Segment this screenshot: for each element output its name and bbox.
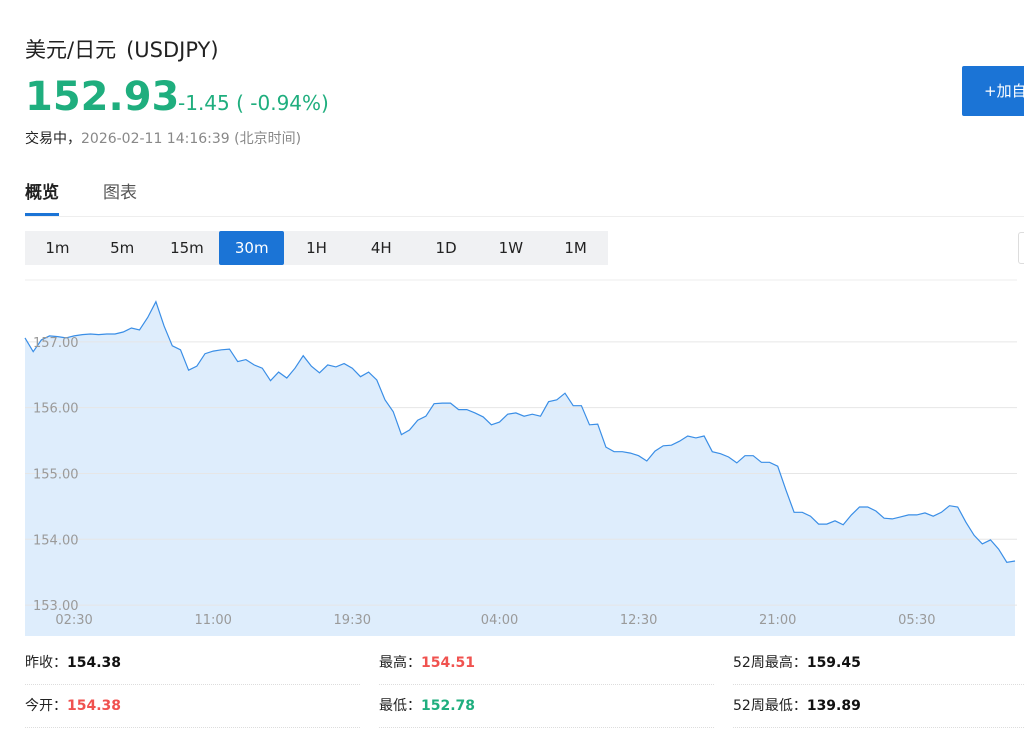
- stat: 最低：152.78: [379, 685, 714, 728]
- stat: 今开：154.38: [25, 685, 360, 728]
- stat: 最高：154.51: [379, 642, 714, 685]
- y-tick-label: 154.00: [33, 533, 79, 548]
- stat-value: 154.51: [421, 655, 476, 671]
- period-button[interactable]: 4H: [370, 239, 392, 257]
- price-line: [24, 300, 1016, 563]
- stat: 52周最高：159.45: [733, 642, 1024, 685]
- x-tick-label: 05:30: [898, 613, 935, 628]
- pair-code: (USDJPY): [126, 38, 219, 62]
- stat-value: 139.89: [806, 698, 861, 714]
- x-tick-label: 21:00: [759, 613, 796, 628]
- tabs: 概览 图表: [25, 178, 181, 216]
- title: 美元/日元 (USDJPY): [25, 34, 219, 64]
- y-tick-label: 153.00: [33, 599, 79, 614]
- stat-value: 154.38: [67, 698, 122, 714]
- area: [25, 301, 1015, 636]
- period-button[interactable]: 15m: [170, 239, 204, 257]
- price-change: -1.45 ( -0.94%): [178, 91, 329, 115]
- period-button[interactable]: 30m: [219, 231, 285, 265]
- price: 152.93: [25, 74, 180, 120]
- y-tick-label: 156.00: [33, 402, 79, 417]
- tab[interactable]: 概览: [25, 178, 59, 216]
- x-tick-label: 04:00: [481, 613, 518, 628]
- stat-value: 159.45: [806, 655, 861, 671]
- stat-label: 今开：: [25, 698, 67, 714]
- stat: 昨收：154.38: [25, 642, 360, 685]
- period-selector: 1m 5m 15m 30m 1H 4H 1D 1W 1M: [25, 231, 608, 265]
- trade-status: 交易中，: [25, 131, 81, 147]
- period-button[interactable]: 1W: [498, 239, 524, 257]
- y-tick-label: 157.00: [33, 336, 79, 351]
- period-button[interactable]: 1M: [564, 239, 587, 257]
- status: 交易中，2026-02-11 14:16:39 (北京时间): [25, 128, 301, 148]
- stat-label: 最高：: [379, 655, 421, 671]
- timestamp: 2026-02-11 14:16:39 (北京时间): [81, 131, 302, 147]
- add-watchlist-button[interactable]: +加自: [962, 66, 1024, 116]
- x-tick-label: 02:30: [55, 613, 92, 628]
- period-button[interactable]: 5m: [110, 239, 135, 257]
- tab[interactable]: 图表: [103, 183, 137, 203]
- x-tick-label: 11:00: [194, 613, 231, 628]
- dropdown-edge[interactable]: [1018, 232, 1024, 264]
- pair-name: 美元/日元: [25, 38, 117, 62]
- stat-value: 152.78: [421, 698, 476, 714]
- period-button[interactable]: 1H: [306, 239, 327, 257]
- stat: 52周最低：139.89: [733, 685, 1024, 728]
- stat-label: 52周最高：: [733, 655, 807, 671]
- period-button[interactable]: 1m: [45, 239, 70, 257]
- period-button[interactable]: 1D: [435, 239, 457, 257]
- stat-label: 昨收：: [25, 655, 67, 671]
- stat-value: 154.38: [67, 655, 122, 671]
- y-tick-label: 155.00: [33, 467, 79, 482]
- divider: [25, 216, 1024, 217]
- stat-label: 最低：: [379, 698, 421, 714]
- x-tick-label: 19:30: [334, 613, 371, 628]
- x-tick-label: 12:30: [620, 613, 657, 628]
- stat-label: 52周最低：: [733, 698, 807, 714]
